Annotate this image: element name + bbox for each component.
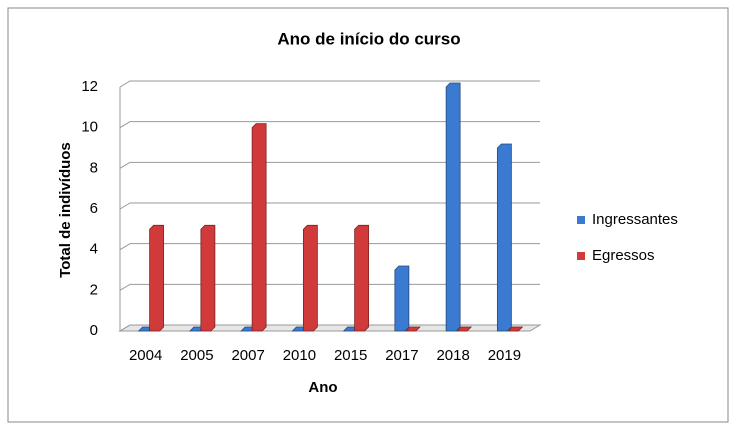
floor [118,324,542,332]
legend-label: Egressos [592,247,655,264]
bar [200,224,216,332]
grid-line [119,202,540,210]
grid-line [119,243,540,251]
y-tick-label: 6 [90,200,98,217]
bar [394,265,410,332]
legend-swatch [577,216,585,224]
bar [456,326,473,332]
grid-line [119,121,540,129]
legend-swatch [577,252,585,260]
legend-label: Ingressantes [592,211,678,228]
y-tick-label: 8 [90,159,98,176]
grid-line [119,161,540,169]
bar [354,224,370,332]
grid-line [119,80,540,88]
x-tick-label: 2017 [385,347,418,364]
y-axis-label: Total de indivíduos [57,142,74,278]
bar [445,82,461,332]
bar [496,143,512,332]
x-tick-label: 2019 [488,347,521,364]
bar [302,224,318,332]
y-tick-label: 2 [90,281,98,298]
chart-title: Ano de início do curso [277,29,460,48]
y-tick-label: 12 [81,78,98,95]
bar [507,326,524,332]
x-tick-label: 2007 [231,347,264,364]
x-tick-label: 2010 [283,347,316,364]
bar [251,123,267,332]
x-tick-label: 2015 [334,347,367,364]
y-tick-label: 10 [81,119,98,136]
x-tick-label: 2004 [129,347,162,364]
x-tick-label: 2018 [436,347,469,364]
y-tick-label: 0 [90,322,98,339]
x-axis-label: Ano [308,379,337,396]
bar [404,326,421,332]
bar [149,224,165,332]
chart-frame [7,7,729,423]
x-tick-label: 2005 [180,347,213,364]
y-tick-label: 4 [90,241,98,258]
